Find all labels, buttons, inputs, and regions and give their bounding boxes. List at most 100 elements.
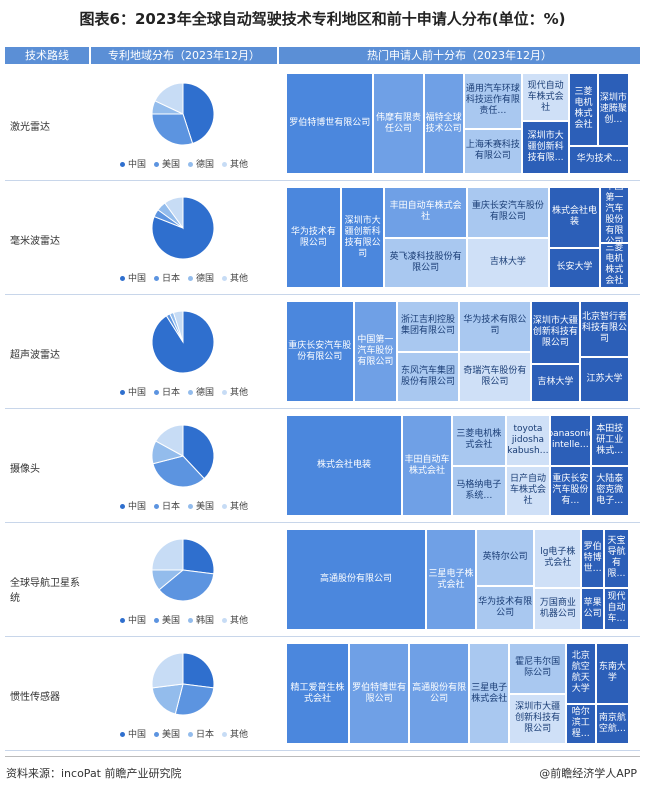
treemap-cell: 罗伯特博世… [581,529,604,588]
pie-slice-其他 [151,538,184,571]
treemap-cell: 马格纳电子系统… [452,465,506,516]
treemap-cell: 深圳市速腾聚创… [597,73,629,146]
pie-chart [151,82,215,146]
pie-legend: 中国 日本 美国 其他 [112,499,248,512]
treemap-cell: 华为技术… [569,145,629,174]
treemap-cell: 罗伯特博世有限公司 [286,73,374,174]
legend-swatch [222,618,228,623]
legend-label: 中国 [128,274,147,284]
treemap-cell: 现代自动车株式会社 [521,73,570,122]
pie-legend: 中国 美国 韩国 其他 [112,613,248,626]
legend-label: 中国 [128,388,147,398]
pie-legend: 中国 日本 德国 其他 [112,385,248,398]
legend-label: 其他 [230,502,249,512]
treemap-cell: 丰田自动车株式会社 [384,187,467,238]
treemap-cell: 三菱电机株式会社 [599,242,629,288]
legend-swatch [222,504,228,509]
legend-swatch [120,504,125,509]
pie-legend: 中国 美国 日本 其他 [112,727,248,740]
treemap-cell: 东风汽车集团股份有限公司 [397,351,459,402]
row-5 [5,638,640,751]
legend-swatch [154,390,160,395]
treemap-cell: 长安大学 [549,247,600,288]
treemap-cell: 华为技术有限公司 [286,187,341,288]
page-title: 图表6：2023年全球自动驾驶技术专利地区和前十申请人分布(单位：%) [79,10,566,28]
treemap-cell: 深圳市大疆创新科技有限公司 [530,301,580,364]
row-0 [5,68,640,181]
pie-slice-其他 [164,196,184,230]
legend-swatch [222,390,228,395]
treemap-cell: 奇瑞汽车股份有限公司 [458,351,531,402]
legend-swatch [120,732,125,737]
treemap-cell: 华为技术有限公司 [476,585,535,630]
treemap-cell: 本田技研工业株式… [590,415,629,466]
row-label: 全球导航卫星系统 [10,578,80,604]
treemap-cell: 高通股份有限公司 [409,643,470,744]
footer-divider [5,756,640,757]
footer-brand: @前瞻经济学人APP [539,767,637,780]
row-3 [5,410,640,523]
legend-swatch [188,390,194,395]
pie-slice-中国 [151,310,215,374]
legend-swatch [188,276,194,281]
pie-slice-中国 [182,538,215,575]
treemap-cell: 英飞凌科技股份有限公司 [384,237,467,288]
pie-chart [151,652,215,716]
treemap-cell: 上海禾赛科技有限公司 [463,128,522,174]
treemap-cell: 东南大学 [595,643,629,704]
legend-swatch [120,162,125,167]
legend-label: 德国 [196,160,215,170]
pie-slice-其他 [154,82,184,115]
legend-label: 中国 [128,502,147,512]
treemap-cell: 精工爱普生株式会社 [286,643,350,744]
legend-swatch [120,276,125,281]
treemap-cell: 丰田自动车株式会社 [401,415,452,516]
legend-label: 韩国 [196,616,215,626]
legend-label: 美国 [196,502,215,512]
legend-swatch [120,618,125,623]
legend-swatch [188,732,194,737]
legend-label: 其他 [230,730,249,740]
row-label: 惯性传感器 [10,692,60,703]
pie-slice-其他 [172,310,184,343]
treemap-cell: 三菱电机株式会社 [452,415,506,466]
treemap-cell: 华为技术有限公司 [458,301,531,352]
treemap-cell: 重庆长安汽车股份有限公司 [286,301,354,402]
treemap-cell: lg电子株式会社 [534,529,582,588]
legend-swatch [188,618,194,623]
legend-label: 中国 [128,730,147,740]
header-top-applicants: 热门申请人前十分布（2023年12月） [279,47,640,64]
treemap-cell: 万国商业机器公司 [534,587,582,630]
treemap-cell: 株式会社电装 [549,187,600,248]
treemap-cell: 南京航空航… [595,703,629,744]
row-label: 毫米波雷达 [10,236,60,247]
legend-label: 美国 [162,730,181,740]
legend-swatch [188,504,194,509]
legend-label: 美国 [162,160,181,170]
legend-swatch [154,732,160,737]
legend-swatch [222,732,228,737]
row-2 [5,296,640,409]
legend-swatch [154,162,160,167]
legend-label: 其他 [230,616,249,626]
footer-source: 资料来源：incoPat 前瞻产业研究院 [6,767,182,780]
treemap-cell: 苹果公司 [581,587,604,630]
treemap-cell: 三星电子株式会社 [469,643,510,744]
treemap-cell: 通用汽车环球科技运作有限责任… [463,73,522,129]
pie-slice-美国 [151,113,194,146]
pie-slice-中国 [182,652,215,689]
treemap-cell: 北京航空航天大学 [565,643,596,704]
treemap-cell: 中国第一汽车股份有限公司 [599,187,629,243]
legend-swatch [120,390,125,395]
treemap-cell: 深圳市大疆创新科技有限… [521,121,570,174]
pie-chart [151,310,215,374]
treemap-cell: 江苏大学 [579,356,629,402]
pie-slice-其他 [155,424,184,457]
legend-swatch [188,162,194,167]
treemap-cell: 株式会社电装 [286,415,402,516]
treemap-cell: toyota jidosha kabush… [505,415,551,466]
legend-label: 德国 [196,274,215,284]
treemap-cell: 霍尼韦尔国际公司 [509,643,566,694]
legend-label: 日本 [196,730,215,740]
treemap-cell: 浙江吉利控股集团有限公司 [397,301,459,352]
